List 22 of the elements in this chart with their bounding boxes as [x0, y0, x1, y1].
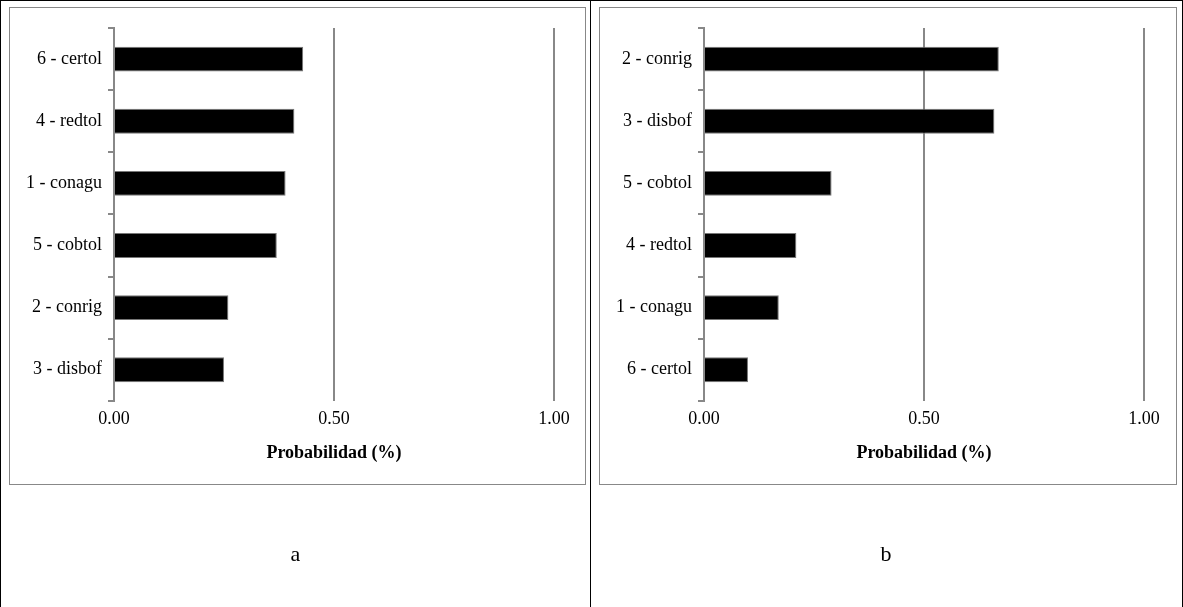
y-tick-label: 4 - redtol [625, 234, 692, 255]
x-tick-label: 0.50 [318, 408, 350, 429]
y-tick-label: 1 - conagu [615, 296, 692, 317]
x-tick-label: 0.00 [688, 408, 720, 429]
x-tick-label: 1.00 [1128, 408, 1160, 429]
y-tick-label: 4 - redtol [35, 109, 102, 130]
y-tick-label: 3 - disbof [622, 109, 692, 130]
y-tick-label: 5 - cobtol [32, 234, 102, 255]
x-axis-title: Probabilidad (%) [266, 441, 402, 463]
text: b [879, 541, 893, 567]
y-tick-label: 2 - conrig [621, 47, 692, 68]
x-tick-label: 0.00 [98, 408, 130, 429]
x-tick-label: 1.00 [538, 408, 570, 429]
x-axis-title: Probabilidad (%) [856, 441, 992, 463]
y-tick-label: 6 - certol [37, 47, 102, 68]
y-tick-label: 6 - certol [627, 358, 692, 379]
y-tick-label: 3 - disbof [32, 358, 102, 379]
x-tick-label: 0.50 [908, 408, 940, 429]
text: a [289, 541, 302, 567]
y-tick-label: 1 - conagu [25, 172, 102, 193]
y-tick-label: 2 - conrig [31, 296, 102, 317]
y-tick-label: 5 - cobtol [622, 172, 692, 193]
